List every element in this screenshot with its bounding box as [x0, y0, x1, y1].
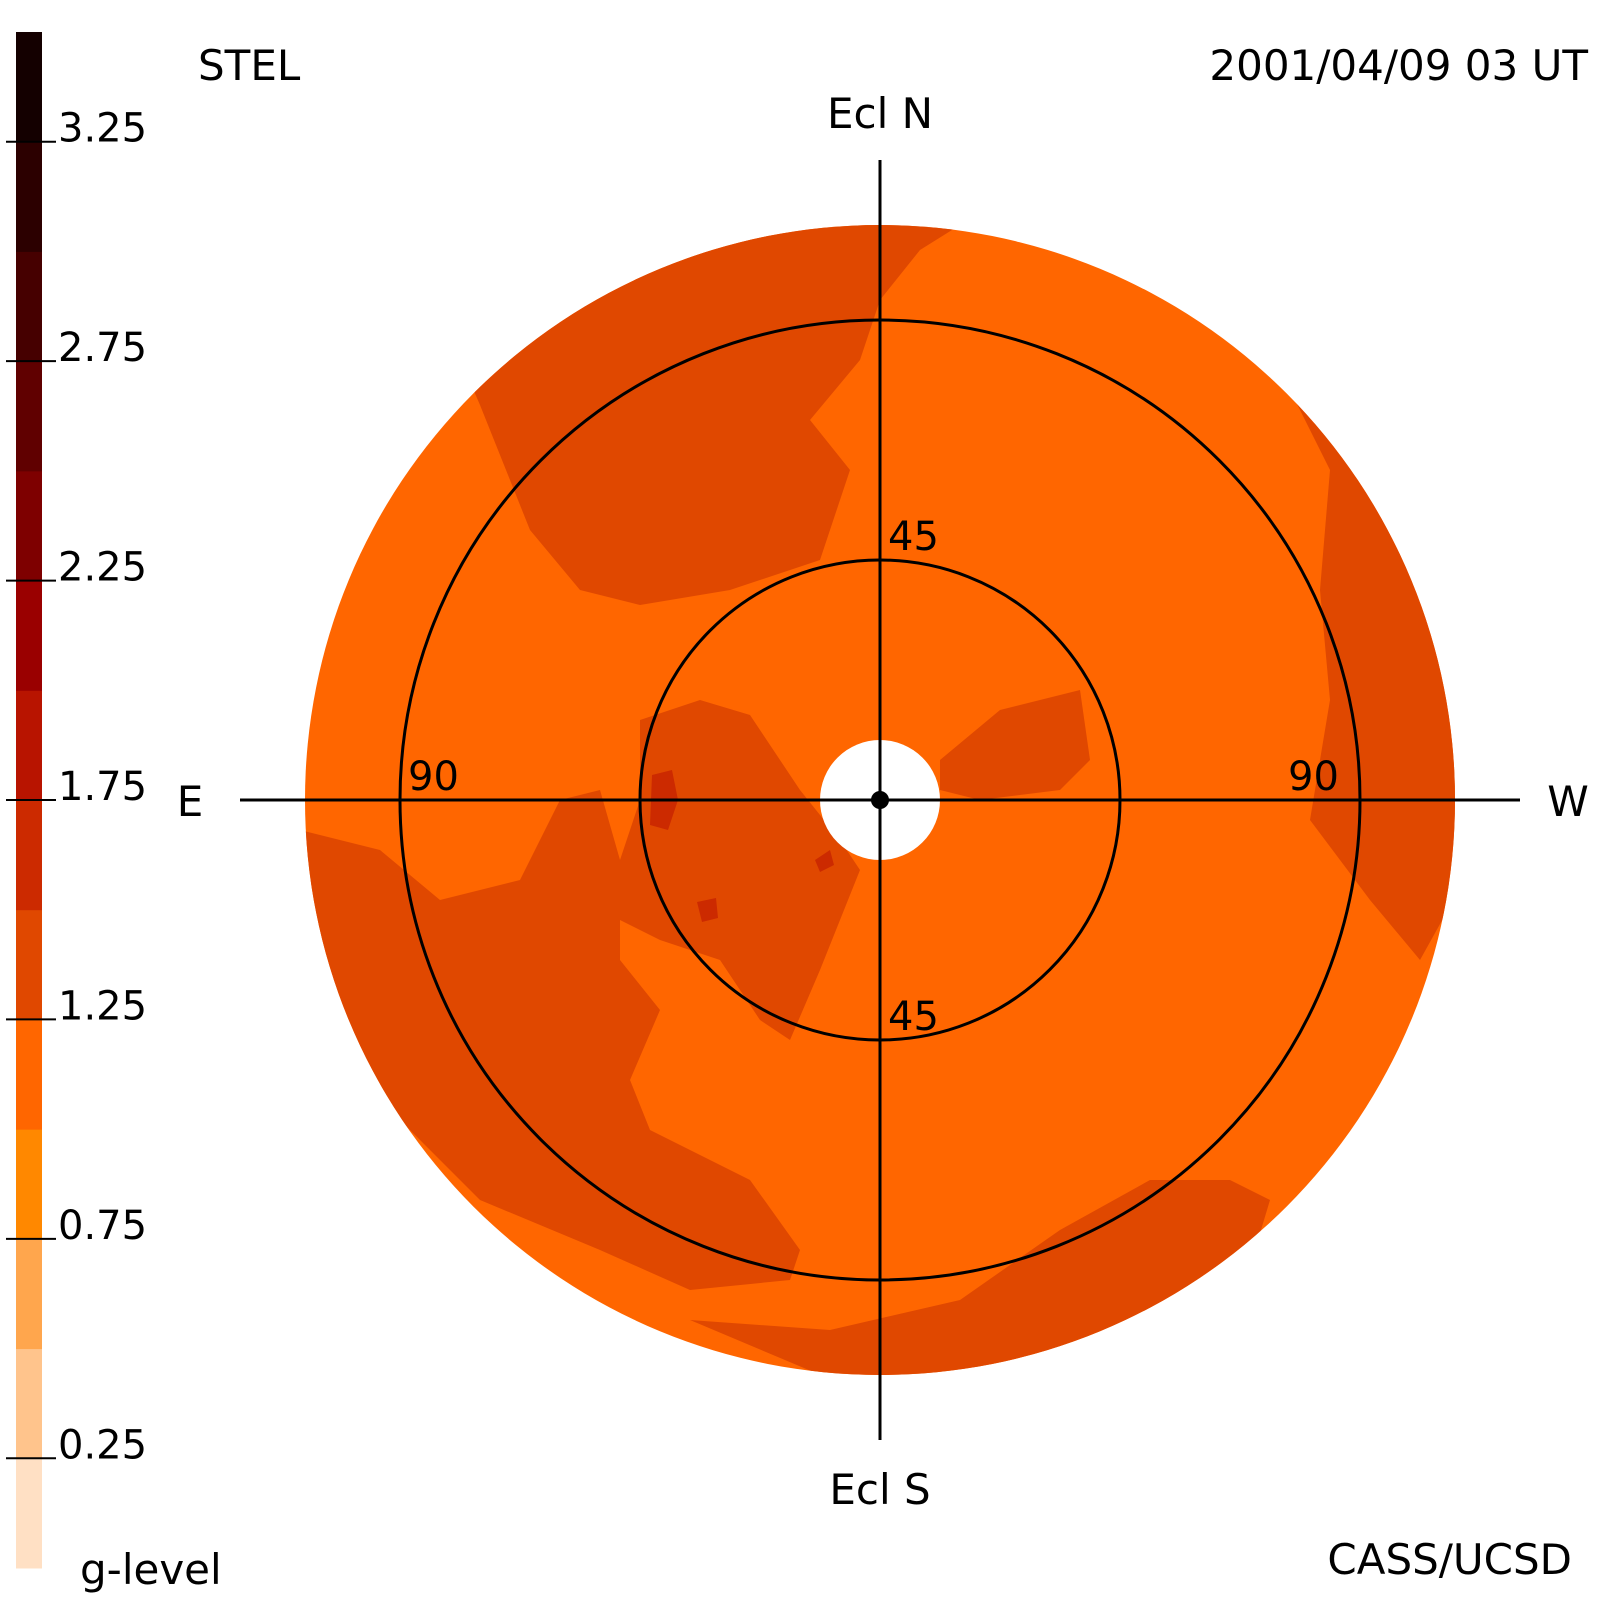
direction-east-label: E [177, 777, 204, 826]
colorbar-tick-label-3: 1.75 [58, 764, 147, 810]
sky-map: Ecl N Ecl S E W 45 45 90 90 [177, 89, 1589, 1514]
colorbar-band-4 [16, 1019, 42, 1130]
ring-label-90-west: 90 [1288, 754, 1339, 800]
colorbar-band-13 [16, 32, 42, 143]
ring-label-90-east: 90 [408, 754, 459, 800]
colorbar-band-0 [16, 1458, 42, 1569]
colorbar-tick-label-0: 0.25 [58, 1422, 147, 1468]
colorbar-band-2 [16, 1238, 42, 1350]
peak-region-center [815, 850, 834, 872]
colorbar-band-10 [16, 361, 42, 472]
colorbar-label: g-level [80, 1545, 222, 1594]
ring-label-45-south: 45 [888, 994, 939, 1040]
colorbar-tick-label-2: 1.25 [58, 983, 147, 1029]
colorbar-band-11 [16, 251, 42, 362]
enhanced-region-central-east [620, 700, 860, 1040]
colorbar-band-12 [16, 141, 42, 252]
colorbar-band-7 [16, 690, 42, 801]
timestamp-label: 2001/04/09 03 UT [1209, 41, 1588, 90]
colorbar-band-1 [16, 1348, 42, 1459]
ring-label-45-north: 45 [888, 514, 939, 560]
colorbar-tick-label-5: 2.75 [58, 325, 147, 371]
colorbar-tick-label-6: 3.25 [58, 106, 147, 152]
colorbar-band-6 [16, 800, 42, 911]
enhanced-region-southeast [305, 790, 800, 1290]
enhanced-region-central-west [940, 690, 1090, 800]
sun-center-marker [871, 791, 889, 809]
colorbar-band-3 [16, 1129, 42, 1240]
colorbar: 0.25 0.75 1.25 1.75 2.25 2.75 3.25 [6, 32, 147, 1569]
colorbar-band-5 [16, 909, 42, 1020]
colorbar-tick-label-1: 0.75 [58, 1203, 147, 1249]
peak-region-east-2 [697, 898, 718, 922]
direction-west-label: W [1547, 777, 1589, 826]
colorbar-band-9 [16, 470, 42, 582]
colorbar-band-8 [16, 580, 42, 691]
instrument-label: STEL [198, 41, 301, 90]
direction-south-label: Ecl S [829, 1465, 930, 1514]
colorbar-tick-label-4: 2.25 [58, 545, 147, 591]
direction-north-label: Ecl N [827, 89, 933, 138]
credit-label: CASS/UCSD [1327, 1535, 1572, 1584]
